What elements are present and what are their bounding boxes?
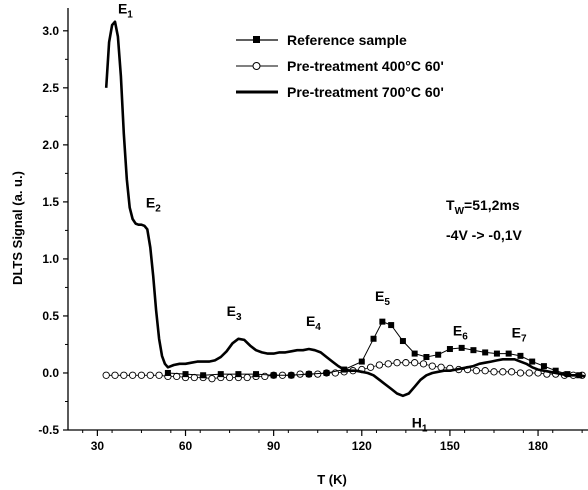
point-400 — [507, 368, 516, 376]
point-400 — [490, 368, 498, 376]
peak-label: E4 — [306, 313, 321, 333]
point-reference — [470, 347, 477, 354]
point-reference — [399, 338, 406, 345]
point-reference — [253, 371, 260, 378]
point-reference — [288, 372, 295, 379]
point-400 — [208, 375, 216, 383]
point-reference — [505, 350, 512, 357]
point-400 — [146, 371, 154, 379]
legend-marker-400 — [252, 62, 261, 70]
point-reference — [435, 351, 442, 358]
x-tick-label: 180 — [528, 439, 548, 453]
x-tick-label: 150 — [440, 439, 460, 453]
point-400 — [472, 367, 481, 375]
y-axis-title: DLTS Signal (a. u.) — [10, 171, 25, 285]
peak-label: E5 — [375, 288, 390, 308]
y-tick-label: -0.5 — [38, 423, 59, 437]
y-tick-label: 0.0 — [42, 366, 59, 380]
point-400 — [384, 360, 392, 368]
peak-label: H1 — [412, 415, 428, 435]
y-tick-label: 2.0 — [42, 138, 59, 152]
x-axis-title: T (K) — [317, 472, 347, 487]
point-reference — [411, 350, 418, 357]
series-layer — [102, 20, 586, 398]
point-reference — [358, 358, 365, 365]
y-tick-label: 1.0 — [42, 252, 59, 266]
point-400 — [137, 371, 146, 379]
point-reference — [446, 346, 453, 353]
peak-label: E3 — [227, 303, 242, 323]
peak-label: E1 — [118, 1, 133, 21]
point-reference — [552, 367, 559, 374]
point-reference — [482, 349, 489, 356]
point-reference — [217, 371, 224, 378]
point-400 — [120, 371, 128, 379]
point-reference — [517, 352, 524, 359]
point-reference — [423, 354, 430, 361]
point-400 — [366, 363, 375, 371]
legend-label-700: Pre-treatment 700°C 60' — [287, 84, 444, 100]
point-reference — [370, 335, 377, 342]
voltage-label: -4V -> -0,1V — [446, 227, 523, 243]
peak-label: E6 — [453, 322, 468, 342]
point-reference — [323, 369, 330, 376]
point-400 — [499, 368, 507, 376]
point-400 — [111, 371, 119, 379]
point-400 — [102, 371, 110, 379]
point-reference — [235, 371, 242, 378]
point-400 — [225, 373, 234, 382]
point-reference — [540, 363, 547, 370]
x-tick-label: 90 — [267, 439, 281, 453]
series-line-700 — [104, 20, 586, 398]
point-400 — [375, 361, 384, 369]
x-tick-label: 120 — [352, 439, 372, 453]
point-400 — [419, 360, 428, 368]
point-400 — [525, 369, 533, 377]
peak-label: E2 — [146, 195, 161, 215]
point-400 — [516, 369, 525, 377]
measurement-conditions: TW=51,2ms -4V -> -0,1V — [446, 197, 523, 243]
y-tick-label: 3.0 — [42, 24, 59, 38]
point-reference — [379, 318, 386, 325]
point-400 — [155, 371, 163, 379]
peak-label: E7 — [512, 325, 527, 345]
legend-label-reference: Reference sample — [287, 32, 407, 48]
x-tick-label: 30 — [91, 439, 105, 453]
legend: Reference sample Pre-treatment 400°C 60'… — [236, 32, 444, 100]
legend-marker-reference — [253, 36, 260, 43]
point-reference — [200, 372, 207, 379]
point-400 — [411, 359, 419, 367]
y-tick-label: 0.5 — [42, 309, 59, 323]
axis-titles: T (K) DLTS Signal (a. u.) — [10, 171, 347, 487]
x-tick-label: 60 — [179, 439, 193, 453]
axes — [67, 8, 588, 431]
point-reference — [458, 344, 465, 351]
point-reference — [493, 350, 500, 357]
point-400 — [393, 359, 401, 367]
y-tick-label: 1.5 — [42, 195, 59, 209]
point-400 — [243, 373, 251, 382]
point-400 — [128, 371, 137, 379]
legend-label-400: Pre-treatment 400°C 60' — [287, 58, 444, 74]
point-reference — [164, 369, 171, 376]
point-reference — [270, 372, 277, 379]
point-reference — [388, 322, 395, 329]
point-reference — [305, 371, 312, 378]
y-tick-label: 2.5 — [42, 81, 59, 95]
point-400 — [428, 362, 436, 370]
point-reference — [182, 371, 189, 378]
point-400 — [402, 359, 410, 367]
point-400 — [481, 367, 489, 375]
point-reference — [529, 358, 536, 365]
annotation-layer: E1 E2 E3 E4 E5 E6 E7 H1 — [118, 1, 527, 435]
tw-label: TW=51,2ms — [446, 197, 520, 217]
ticks: 30 60 90 120 150 180 -0.5 0.0 0.5 1.0 1.5 2.0 2.5 3.0 — [38, 24, 583, 453]
